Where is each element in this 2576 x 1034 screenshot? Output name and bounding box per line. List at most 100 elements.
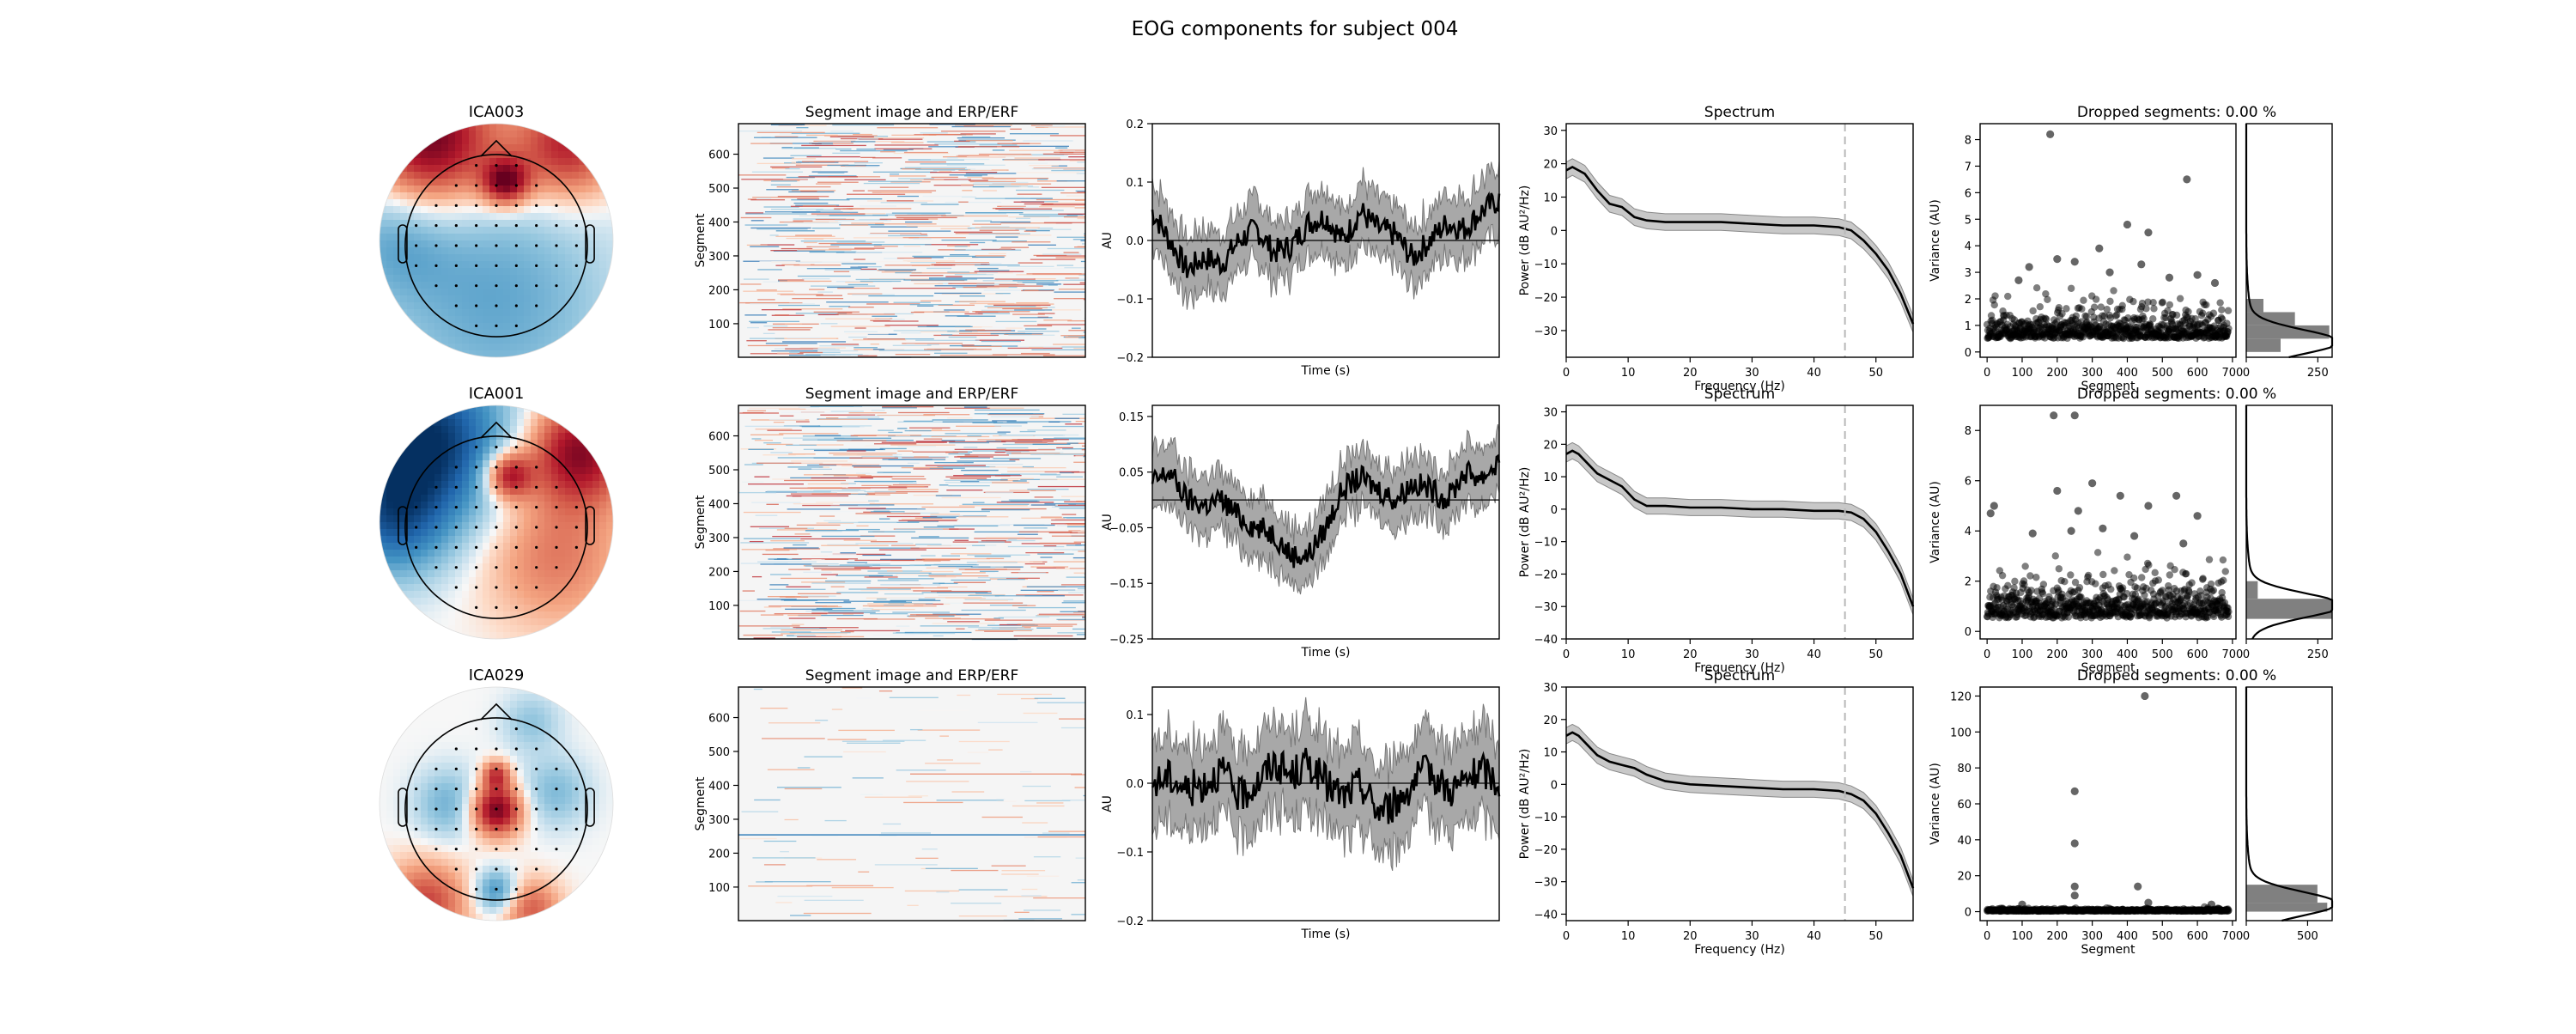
topomap-cell (565, 275, 573, 283)
segment-streak (890, 175, 926, 176)
segment-streak (1007, 421, 1072, 422)
segment-streak (1032, 273, 1085, 274)
topomap-cell (544, 186, 552, 193)
topomap-cell (565, 316, 573, 324)
topomap-cell (414, 447, 422, 454)
topomap-cell (606, 323, 614, 331)
topomap-cell (414, 158, 422, 166)
topomap-cell (503, 316, 511, 324)
topomap-cell (606, 584, 614, 592)
topomap-cell (538, 591, 545, 599)
segment-streak (847, 198, 883, 199)
segment-streak (1012, 480, 1026, 481)
topomap-cell (400, 488, 408, 496)
segment-streak (1072, 629, 1085, 630)
ytick-label: 500 (708, 465, 730, 477)
topomap-cell (393, 344, 401, 351)
sensor-dot (434, 506, 437, 508)
segment-streak (956, 629, 964, 630)
topomap-cell (510, 474, 518, 482)
topomap-cell (386, 124, 394, 131)
topomap-cell (496, 529, 504, 537)
topomap-cell (414, 488, 422, 496)
segment-streak (792, 624, 805, 625)
topomap-cell (538, 227, 545, 234)
topomap-cell (434, 158, 442, 166)
segment-streak (898, 520, 957, 521)
topomap-cell (441, 625, 449, 633)
segment-streak (939, 566, 973, 567)
topomap-cell (579, 144, 586, 152)
topomap-cell (455, 598, 463, 605)
topomap-cell (586, 412, 593, 420)
segment-streak (1034, 566, 1054, 567)
topomap-cell (434, 632, 442, 640)
topomap-cell (441, 563, 449, 571)
segment-streak (962, 190, 972, 191)
topomap-cell (586, 419, 593, 427)
topomap-cell (538, 611, 545, 619)
topomap-cell (469, 192, 477, 200)
segment-streak (747, 327, 759, 328)
topomap-cell (496, 337, 504, 344)
sensor-dot (535, 265, 538, 267)
topomap-cell (579, 151, 586, 159)
segment-streak (1005, 327, 1023, 328)
topomap-cell (503, 234, 511, 241)
topomap-cell (503, 344, 511, 351)
topomap-cell (421, 536, 428, 544)
topomap-cell (503, 323, 511, 331)
topomap-cell (544, 543, 552, 550)
topomap-cell (489, 144, 497, 152)
segment-streak (920, 625, 980, 626)
topomap-cell (386, 598, 394, 605)
topomap-cell (510, 570, 518, 578)
dropped-segments-title: Dropped segments: 0.00 % (2077, 104, 2276, 121)
segment-streak (977, 439, 1017, 440)
topomap-cell (531, 515, 538, 523)
topomap-cell (531, 192, 538, 200)
topomap-cell (517, 625, 525, 633)
topomap-cell (565, 206, 573, 214)
topomap-cell (496, 268, 504, 276)
segment-streak (981, 540, 1006, 541)
segment-streak (831, 325, 890, 326)
topomap-cell (586, 330, 593, 338)
topomap-cell (414, 247, 422, 255)
topomap-cell (414, 186, 422, 193)
segment-streak (888, 230, 951, 231)
topomap-cell (524, 302, 532, 310)
topomap-cell (414, 268, 422, 276)
segment-streak (960, 481, 979, 482)
segment-streak (1078, 218, 1085, 219)
segment-streak (1020, 431, 1036, 432)
topomap-cell (400, 179, 408, 186)
topomap-cell (558, 282, 566, 289)
topomap-cell (414, 584, 422, 592)
segment-streak (917, 306, 933, 307)
topomap-cell (421, 488, 428, 496)
topomap-cell (524, 419, 532, 427)
topomap-cell (476, 227, 483, 234)
segment-streak (1018, 623, 1077, 624)
topomap-cell (524, 453, 532, 461)
topomap-cell (558, 618, 566, 626)
topomap-cell (380, 426, 387, 434)
topomap-cell (380, 323, 387, 331)
topomap-cell (380, 447, 387, 454)
topomap-cell (592, 467, 600, 475)
segment-streak (1036, 125, 1065, 126)
segment-streak (910, 614, 956, 615)
segment-streak (967, 156, 1015, 157)
segment-streak (997, 143, 1030, 144)
topomap-cell (441, 295, 449, 303)
segment-streak (987, 307, 1048, 308)
topomap-cell (448, 536, 456, 544)
topomap-cell (606, 316, 614, 324)
topomap-cell (414, 515, 422, 523)
topomap-cell (558, 605, 566, 612)
segment-streak (756, 515, 778, 516)
topomap-cell (441, 309, 449, 317)
topomap-cell (503, 337, 511, 344)
segment-streak (797, 525, 841, 526)
